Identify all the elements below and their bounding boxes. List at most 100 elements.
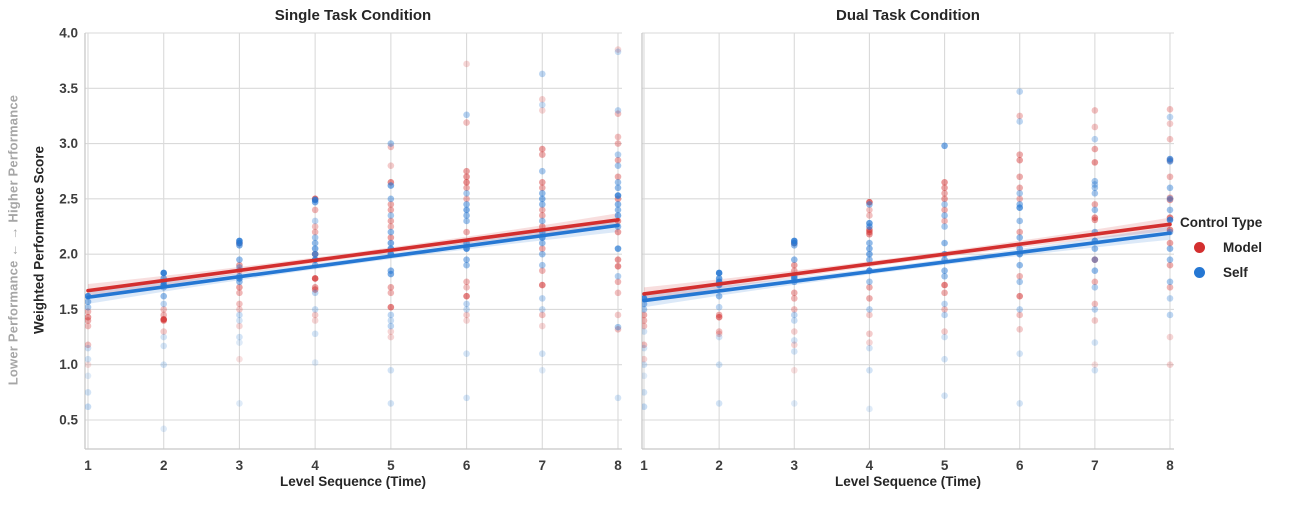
scatter-point [236, 400, 243, 407]
scatter-point [311, 286, 319, 293]
scatter-point [463, 311, 470, 319]
scatter-point [1166, 113, 1174, 121]
scatter-point [1166, 184, 1174, 192]
scatter-series-self [85, 48, 622, 433]
scatter-point [614, 245, 622, 252]
scatter-point [1016, 311, 1024, 319]
scatter-point [538, 322, 546, 330]
scatter-point [642, 403, 648, 411]
scatter-point [387, 303, 395, 311]
scatter-point [463, 256, 470, 263]
scatter-point [538, 311, 546, 319]
scatter-point [941, 212, 948, 219]
scatter-point [1016, 292, 1024, 300]
scatter-point [941, 272, 948, 280]
scatter-point [160, 292, 168, 300]
scatter-point [463, 306, 470, 313]
y-tick-label: 2.5 [59, 191, 78, 206]
scatter-point [85, 298, 92, 305]
scatter-point [941, 239, 948, 247]
scatter-point [463, 111, 470, 119]
scatter-point [1166, 120, 1174, 127]
scatter-point [160, 269, 168, 277]
scatter-point [614, 156, 622, 164]
scatter-point [1016, 400, 1024, 407]
scatter-point [614, 206, 622, 214]
scatter-point [614, 289, 622, 297]
scatter-point [1016, 195, 1024, 203]
scatter-point [85, 313, 92, 321]
scatter-point [538, 70, 546, 78]
scatter-point [236, 300, 243, 308]
scatter-point [1091, 366, 1099, 374]
scatter-point [387, 195, 395, 203]
scatter-point [614, 278, 622, 286]
scatter-point [85, 303, 92, 311]
scatter-point [311, 289, 319, 297]
scatter-point [387, 143, 395, 151]
scatter-point [160, 300, 168, 308]
scatter-point [538, 96, 546, 103]
panel-0: 1 2 3 4 5 6 7 8 4.0 3.5 3.0 2.5 2.0 1.5 1.0 0.5 [59, 26, 622, 474]
scatter-point [866, 278, 873, 286]
scatter-point [614, 178, 622, 186]
scatter-point [236, 278, 243, 286]
legend-item-label: Self [1223, 265, 1248, 280]
scatter-point [614, 394, 622, 402]
scatter-point [538, 295, 546, 302]
scatter-point [1166, 284, 1174, 291]
x-tick-label: 5 [941, 458, 949, 473]
scatter-point [1016, 228, 1024, 236]
scatter-point [1016, 261, 1024, 269]
scatter-point [866, 311, 873, 319]
x-tick-label: 6 [463, 458, 471, 473]
scatter-point [790, 337, 798, 344]
scatter-point [463, 261, 470, 269]
scatter-point [85, 361, 92, 369]
scatter-point [1166, 311, 1174, 319]
scatter-point [387, 201, 395, 208]
x-tick-label: 4 [311, 458, 319, 473]
scatter-point [538, 107, 546, 114]
scatter-point [538, 195, 546, 203]
scatter-point [311, 306, 319, 313]
y-tick-label: 1.0 [59, 357, 78, 372]
scatter-point [1091, 339, 1099, 346]
legend-item-self: Self [1180, 260, 1292, 285]
scatter-point [1016, 306, 1024, 313]
scatter-point [941, 195, 948, 203]
scatter-point [790, 348, 798, 355]
x-axis-label-right: Level Sequence (Time) [834, 474, 982, 489]
y-tick-label: 3.5 [59, 81, 78, 96]
scatter-point [463, 394, 470, 402]
y-tick-label: 0.5 [59, 413, 78, 428]
scatter-point [790, 341, 798, 349]
scatter-point [236, 306, 243, 313]
scatter-point [1166, 278, 1174, 286]
scatter-point [1091, 201, 1099, 208]
scatter-point [614, 110, 622, 118]
x-axis-label-left: Level Sequence (Time) [279, 474, 427, 489]
scatter-point [715, 330, 723, 338]
scatter-point [311, 275, 319, 282]
scatter-point [538, 366, 546, 374]
scatter-point [1166, 239, 1174, 247]
scatter-point [715, 361, 723, 369]
scatter-point [1016, 234, 1024, 241]
scatter-point [642, 317, 648, 324]
scatter-point [538, 101, 546, 109]
scatter-point [387, 217, 395, 225]
panel-title-dual-task: Dual Task Condition [836, 7, 980, 24]
scatter-point [941, 306, 948, 313]
scatter-point [941, 311, 948, 319]
scatter-point [1091, 306, 1099, 313]
scatter-point [463, 60, 470, 68]
scatter-point [941, 392, 948, 399]
scatter-point [1091, 177, 1099, 185]
scatter-point [1166, 261, 1174, 269]
scatter-point [715, 303, 723, 311]
scatter-point [538, 151, 546, 158]
scatter-point [941, 223, 948, 230]
y-tick-label: 2.0 [59, 247, 78, 262]
